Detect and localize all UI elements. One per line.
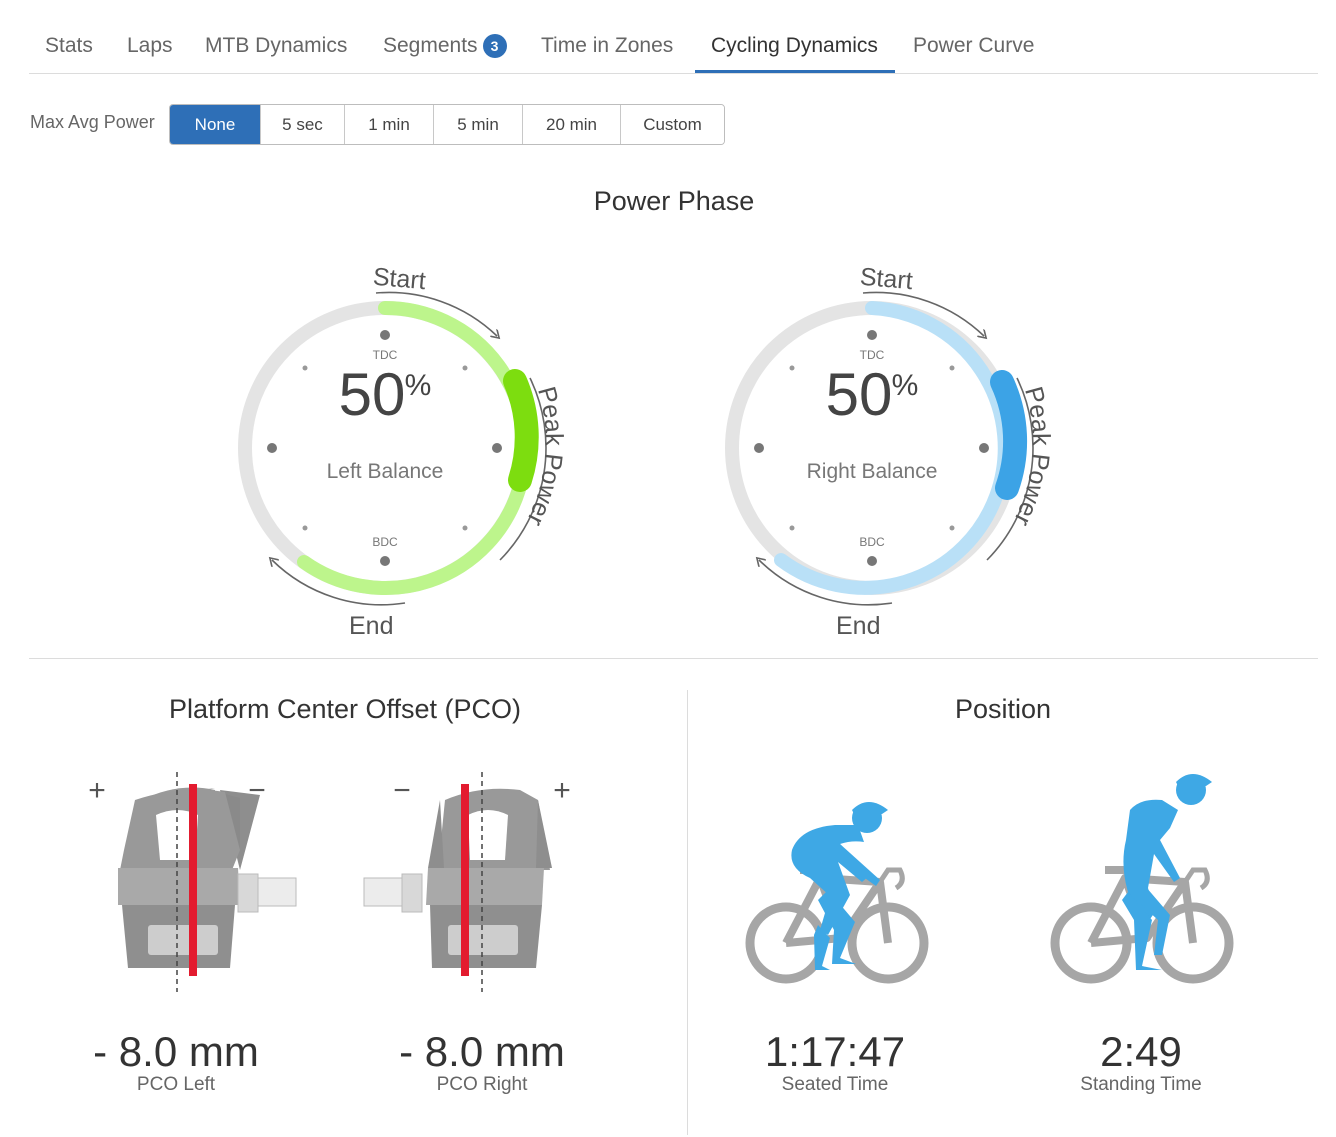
right-balance-unit: % — [892, 369, 919, 402]
left-power-phase-dial: TDC BDC 50 % Left Balance Start End Peak… — [238, 263, 568, 640]
left-balance-unit: % — [405, 369, 432, 402]
tab-segments-label: Segments — [383, 34, 478, 57]
left-balance-value: 50 — [339, 361, 406, 428]
right-power-phase-dial: TDC BDC 50 % Right Balance Start End Pea… — [725, 263, 1055, 640]
pco-right-value: - 8.0 mm — [399, 1028, 565, 1075]
max-avg-power-1min-button[interactable]: 1 min — [345, 105, 434, 144]
segments-count-badge: 3 — [482, 34, 507, 58]
seated-rider-icon — [745, 802, 929, 984]
right-pco-indicator — [461, 784, 469, 976]
tab-segments[interactable]: Segments 3 — [383, 34, 507, 58]
standing-rider-icon — [1050, 774, 1234, 984]
left-start-label: Start — [372, 263, 427, 295]
pco-right-label: PCO Right — [436, 1074, 528, 1095]
tab-power-curve[interactable]: Power Curve — [913, 34, 1035, 57]
left-peak-power-arc — [503, 369, 539, 492]
right-power-phase-arc — [774, 301, 1012, 595]
pco-title: Platform Center Offset (PCO) — [168, 694, 522, 724]
power-phase-dials: TDC BDC 50 % Left Balance Start End Peak… — [238, 263, 1055, 640]
max-avg-power-selector: None 5 sec 1 min 5 min 20 min Custom — [169, 104, 725, 145]
column-divider — [687, 690, 688, 1135]
seated-time-value: 1:17:47 — [764, 1028, 906, 1075]
left-end-label: End — [349, 612, 393, 640]
right-bdc-label: BDC — [859, 535, 885, 549]
right-balance-label: Right Balance — [807, 460, 938, 483]
standing-time-label: Standing Time — [1080, 1074, 1202, 1095]
left-pedal-plus-sign: + — [88, 774, 106, 807]
right-end-label: End — [836, 612, 880, 640]
seated-time-label: Seated Time — [781, 1074, 889, 1095]
max-avg-power-label: Max Avg Power — [30, 112, 155, 132]
pco-pedals-illustration: + − − + — [88, 772, 571, 992]
tab-laps[interactable]: Laps — [127, 34, 173, 57]
tab-cycling-dynamics[interactable]: Cycling Dynamics — [711, 34, 878, 57]
right-pedal-icon: − + — [363, 772, 571, 992]
left-pedal-icon: + − — [88, 772, 297, 992]
max-avg-power-none-button[interactable]: None — [170, 105, 261, 144]
pco-left-label: PCO Left — [136, 1074, 216, 1095]
left-bdc-label: BDC — [372, 535, 398, 549]
max-avg-power-5sec-button[interactable]: 5 sec — [261, 105, 345, 144]
standing-time-value: 2:49 — [1100, 1028, 1182, 1075]
power-phase-title: Power Phase — [593, 186, 755, 216]
max-avg-power-5min-button[interactable]: 5 min — [434, 105, 523, 144]
tab-stats[interactable]: Stats — [45, 34, 93, 57]
tab-bar: Stats Laps MTB Dynamics Segments 3 Time i… — [29, 0, 1318, 74]
section-divider — [29, 658, 1318, 659]
active-tab-indicator — [695, 70, 895, 73]
right-tdc-label: TDC — [860, 348, 885, 362]
pco-left-value: - 8.0 mm — [93, 1028, 259, 1075]
right-balance-value: 50 — [826, 361, 893, 428]
left-pco-indicator — [189, 784, 197, 976]
tab-time-in-zones[interactable]: Time in Zones — [541, 34, 674, 57]
max-avg-power-20min-button[interactable]: 20 min — [523, 105, 621, 144]
right-peak-power-arc — [990, 370, 1028, 500]
tab-mtb-dynamics[interactable]: MTB Dynamics — [205, 34, 348, 57]
position-title: Position — [954, 694, 1052, 724]
left-balance-label: Left Balance — [327, 460, 444, 483]
position-riders-illustration — [745, 774, 1234, 984]
max-avg-power-custom-button[interactable]: Custom — [621, 105, 724, 144]
right-start-label: Start — [859, 263, 914, 295]
right-pedal-minus-sign: − — [393, 774, 411, 807]
left-tdc-label: TDC — [373, 348, 398, 362]
right-pedal-plus-sign: + — [553, 774, 571, 807]
